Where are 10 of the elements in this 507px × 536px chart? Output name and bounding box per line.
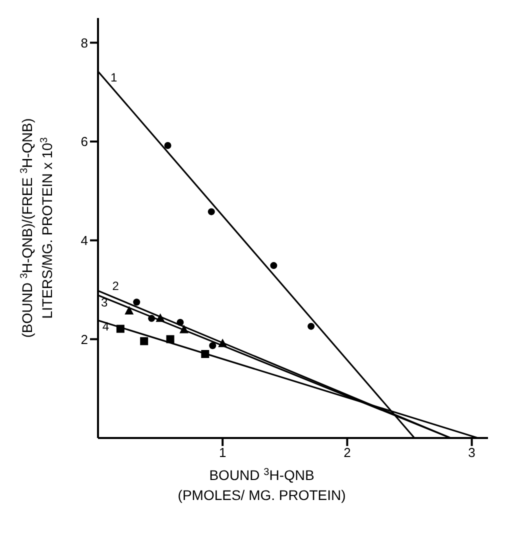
x-tick-label: 3 (468, 445, 476, 460)
x-tick-label: 1 (218, 445, 226, 460)
y-tick-label: 6 (80, 134, 88, 150)
annotation: 2 (112, 279, 120, 294)
x-axis-title: BOUND $^{3}$H-QNB (PMOLES/ MG. PROTEIN) (178, 466, 346, 503)
x-tick-label: 2 (344, 445, 351, 460)
annotation: 1 (110, 70, 118, 85)
y-tick-label: 4 (80, 232, 88, 248)
y-tick-label: 2 (80, 332, 88, 347)
y-tick-label: 8 (80, 35, 88, 50)
